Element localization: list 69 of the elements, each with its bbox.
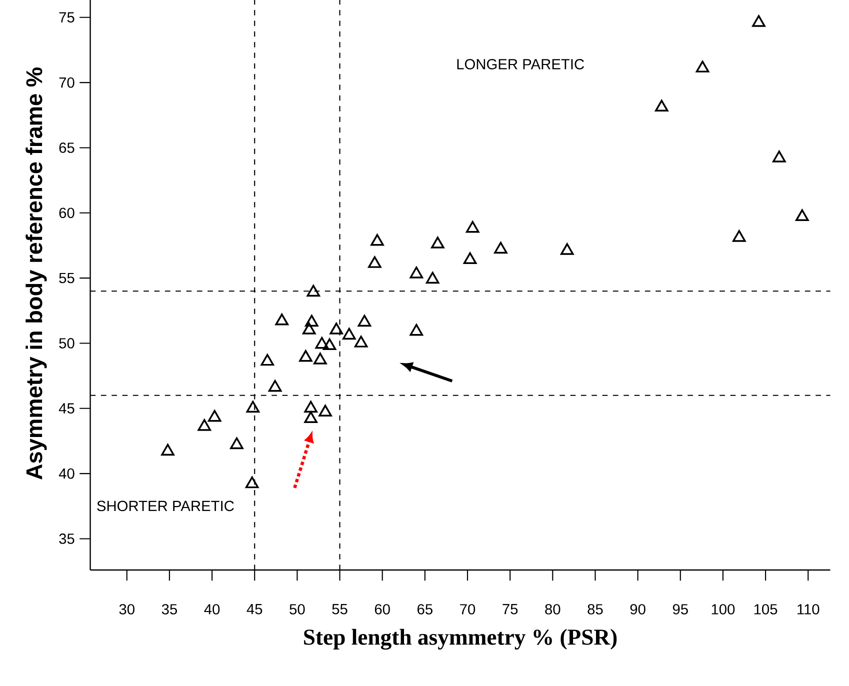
y-tick-label: 35 bbox=[59, 534, 74, 544]
point bbox=[796, 209, 809, 222]
x-tick-label: 85 bbox=[588, 604, 603, 614]
annotation: LONGER PARETIC bbox=[457, 58, 584, 70]
x-axis-title: Step length asymmetry % (PSR) bbox=[304, 628, 617, 650]
x-tick-label: 45 bbox=[246, 604, 262, 614]
point bbox=[314, 352, 327, 364]
x-tick-label: 105 bbox=[754, 604, 778, 614]
point bbox=[431, 236, 444, 248]
y-tick-label: 60 bbox=[59, 208, 74, 218]
x-tick-label: 95 bbox=[672, 604, 688, 614]
point bbox=[494, 242, 508, 254]
point bbox=[318, 404, 332, 417]
point bbox=[198, 419, 212, 431]
point bbox=[260, 354, 274, 366]
point bbox=[306, 284, 320, 297]
point bbox=[245, 476, 259, 488]
point bbox=[358, 314, 372, 327]
point bbox=[161, 444, 174, 456]
x-tick-label: 35 bbox=[162, 604, 177, 614]
point bbox=[410, 324, 424, 336]
point bbox=[304, 400, 318, 413]
point bbox=[302, 322, 316, 334]
point bbox=[304, 411, 318, 424]
point bbox=[426, 272, 440, 284]
point bbox=[696, 60, 710, 72]
point bbox=[230, 437, 244, 450]
point bbox=[772, 150, 786, 162]
point bbox=[299, 350, 312, 362]
point bbox=[410, 266, 424, 278]
x-tick-label: 110 bbox=[798, 604, 820, 614]
point bbox=[342, 328, 356, 340]
point bbox=[208, 410, 222, 422]
y-tick-label: 75 bbox=[59, 12, 74, 23]
point bbox=[246, 400, 260, 413]
point bbox=[305, 314, 318, 327]
point bbox=[330, 322, 344, 334]
x-tick-label: 70 bbox=[460, 604, 476, 614]
x-tick-label: 40 bbox=[204, 604, 220, 614]
point bbox=[354, 336, 368, 348]
point bbox=[655, 100, 668, 112]
point bbox=[275, 314, 289, 326]
point bbox=[732, 230, 746, 242]
x-tick-label: 80 bbox=[545, 604, 560, 614]
point bbox=[368, 256, 382, 268]
point bbox=[268, 380, 282, 392]
x-tick-label: 60 bbox=[374, 604, 390, 614]
y-tick-label: 50 bbox=[59, 338, 74, 348]
y-tick-label: 45 bbox=[58, 403, 74, 414]
annotation: SHORTER PARETIC bbox=[97, 500, 234, 512]
x-tick-label: 50 bbox=[290, 604, 305, 614]
point bbox=[560, 243, 574, 255]
y-tick-label: 55 bbox=[59, 272, 74, 284]
point bbox=[463, 252, 477, 264]
point bbox=[370, 234, 384, 246]
point bbox=[466, 221, 480, 233]
x-tick-label: 30 bbox=[119, 604, 134, 614]
y-tick-label: 70 bbox=[59, 77, 74, 88]
x-tick-label: 75 bbox=[502, 604, 518, 614]
point bbox=[315, 336, 329, 349]
y-tick-label: 40 bbox=[58, 468, 74, 479]
x-tick-label: 65 bbox=[418, 604, 432, 614]
x-tick-label: 100 bbox=[712, 604, 735, 614]
x-tick-label: 90 bbox=[630, 604, 646, 614]
point bbox=[752, 15, 766, 27]
y-axis-title: Asymmetry in body reference frame % bbox=[26, 68, 47, 480]
x-tick-label: 55 bbox=[332, 604, 348, 614]
point bbox=[322, 338, 336, 350]
y-tick-label: 65 bbox=[59, 142, 74, 153]
